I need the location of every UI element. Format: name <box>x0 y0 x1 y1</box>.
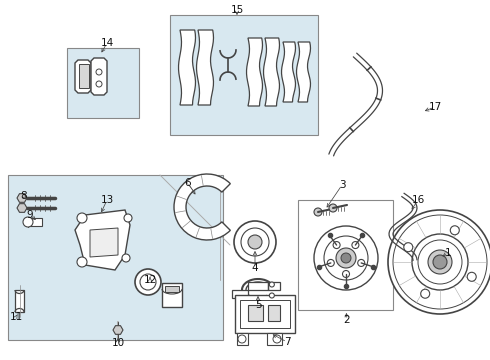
Circle shape <box>428 250 452 274</box>
Circle shape <box>358 260 365 266</box>
Circle shape <box>343 270 349 278</box>
Wedge shape <box>174 174 230 240</box>
Circle shape <box>341 253 351 263</box>
Polygon shape <box>91 58 107 95</box>
Text: 10: 10 <box>111 338 124 348</box>
Circle shape <box>122 254 130 262</box>
Text: 3: 3 <box>339 180 345 190</box>
Polygon shape <box>264 38 279 106</box>
Polygon shape <box>196 30 214 105</box>
Text: 17: 17 <box>428 102 441 112</box>
Circle shape <box>23 217 33 227</box>
Text: 5: 5 <box>255 300 261 310</box>
Circle shape <box>248 235 262 249</box>
Circle shape <box>433 255 447 269</box>
Polygon shape <box>232 282 280 298</box>
Bar <box>8 175 223 340</box>
Circle shape <box>336 248 356 268</box>
Polygon shape <box>113 326 123 334</box>
Bar <box>15 290 24 312</box>
Bar <box>67 48 139 118</box>
Text: 6: 6 <box>185 178 191 188</box>
Polygon shape <box>178 30 196 105</box>
Text: 16: 16 <box>412 195 425 205</box>
Circle shape <box>77 213 87 223</box>
Circle shape <box>124 214 132 222</box>
Text: 2: 2 <box>343 315 350 325</box>
Text: 11: 11 <box>9 312 23 322</box>
Polygon shape <box>282 42 295 102</box>
Circle shape <box>324 236 368 280</box>
Polygon shape <box>17 204 27 212</box>
Circle shape <box>388 210 490 314</box>
Polygon shape <box>17 194 27 202</box>
Circle shape <box>450 226 459 235</box>
Text: 13: 13 <box>100 195 114 205</box>
Bar <box>248 305 263 321</box>
Bar <box>170 15 318 135</box>
Polygon shape <box>90 228 118 257</box>
Bar <box>79 64 89 88</box>
Polygon shape <box>28 218 42 226</box>
Circle shape <box>329 204 337 212</box>
Circle shape <box>96 81 102 87</box>
Circle shape <box>314 208 322 216</box>
Circle shape <box>314 226 378 290</box>
Text: 9: 9 <box>26 210 33 220</box>
Polygon shape <box>75 210 130 270</box>
Circle shape <box>241 228 269 256</box>
Bar <box>268 305 280 321</box>
Bar <box>298 200 393 310</box>
Circle shape <box>352 242 359 248</box>
Circle shape <box>467 272 476 281</box>
Bar <box>165 286 179 292</box>
Text: 4: 4 <box>252 263 258 273</box>
Text: 12: 12 <box>144 275 157 285</box>
Polygon shape <box>296 42 311 102</box>
Bar <box>162 283 182 307</box>
Circle shape <box>327 260 334 266</box>
Bar <box>235 295 295 333</box>
Polygon shape <box>267 333 282 345</box>
Circle shape <box>96 69 102 75</box>
Circle shape <box>270 293 274 298</box>
Circle shape <box>270 282 274 287</box>
Circle shape <box>273 335 281 343</box>
Circle shape <box>234 221 276 263</box>
Text: 7: 7 <box>284 337 290 347</box>
Circle shape <box>135 269 161 295</box>
Text: 15: 15 <box>230 5 244 15</box>
Circle shape <box>140 274 156 290</box>
Polygon shape <box>237 333 248 345</box>
Circle shape <box>421 289 430 298</box>
Text: 14: 14 <box>100 38 114 48</box>
Circle shape <box>412 234 468 290</box>
Bar <box>240 300 290 328</box>
Circle shape <box>333 242 340 248</box>
Text: 1: 1 <box>445 248 451 258</box>
Text: 8: 8 <box>21 191 27 201</box>
Circle shape <box>77 257 87 267</box>
Polygon shape <box>75 60 91 93</box>
Circle shape <box>404 243 413 252</box>
Circle shape <box>238 335 246 343</box>
Polygon shape <box>246 38 263 106</box>
